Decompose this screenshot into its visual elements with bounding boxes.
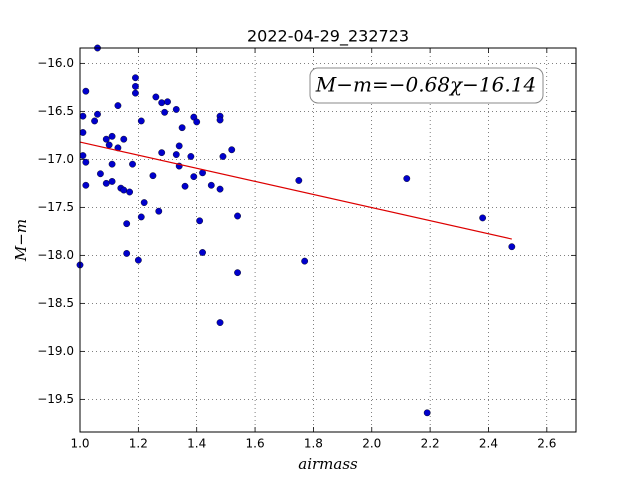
- x-tick-label: 2.2: [421, 437, 440, 451]
- scatter-point: [123, 250, 131, 257]
- scatter-point: [190, 173, 198, 181]
- scatter-point: [120, 186, 128, 194]
- scatter-point: [132, 74, 139, 82]
- x-tick-label: 1.6: [246, 437, 265, 451]
- scatter-point: [132, 89, 139, 97]
- scatter-point: [140, 199, 148, 206]
- axes-frame: [79, 47, 577, 433]
- scatter-point: [172, 106, 180, 113]
- scatter-point: [295, 177, 303, 184]
- scatter-point: [137, 117, 145, 125]
- y-tick-label: −16.0: [37, 56, 74, 70]
- scatter-point: [102, 135, 110, 143]
- scatter-point: [102, 179, 110, 187]
- scatter-point: [126, 188, 134, 196]
- scatter-point: [175, 142, 183, 150]
- scatter-point: [234, 269, 241, 277]
- scatter-point: [97, 170, 104, 178]
- scatter-point: [196, 217, 204, 225]
- scatter-point: [79, 129, 87, 136]
- scatter-point: [94, 110, 101, 118]
- scatter-point: [403, 175, 411, 182]
- scatter-point: [193, 118, 201, 126]
- scatter-point: [155, 207, 163, 215]
- scatter-point: [123, 220, 131, 228]
- scatter-point: [108, 160, 116, 168]
- scatter-point: [508, 243, 516, 251]
- scatter-point: [178, 124, 186, 132]
- y-tick-label: −17.5: [37, 200, 74, 214]
- scatter-point: [207, 181, 215, 189]
- x-tick-label: 1.0: [70, 437, 89, 451]
- scatter-point: [79, 112, 87, 120]
- scatter-point: [228, 146, 236, 154]
- scatter-point: [79, 152, 87, 159]
- scatter-point: [219, 153, 227, 160]
- scatter-point: [129, 160, 136, 168]
- y-tick-label: −16.5: [37, 104, 74, 118]
- y-tick-label: −17.0: [37, 152, 74, 166]
- x-tick-label: 2.4: [479, 437, 498, 451]
- scatter-point: [234, 212, 241, 220]
- scatter-point: [161, 108, 169, 116]
- scatter-point: [82, 158, 90, 166]
- x-tick-label: 1.4: [187, 437, 206, 451]
- x-tick-label: 1.8: [304, 437, 323, 451]
- scatter-point: [91, 117, 98, 125]
- scatter-point: [216, 319, 224, 326]
- y-tick-label: −18.0: [37, 248, 74, 262]
- scatter-point: [181, 182, 189, 190]
- y-axis-label: M−m: [12, 219, 30, 262]
- scatter-point: [137, 213, 145, 221]
- scatter-point: [158, 149, 166, 157]
- scatter-point: [108, 178, 116, 185]
- scatter-point: [149, 172, 157, 180]
- annotation: M−m=−0.68χ−16.14: [315, 73, 536, 97]
- x-tick-label: 1.2: [129, 437, 148, 451]
- scatter-point: [105, 141, 113, 149]
- scatter-point: [108, 132, 116, 140]
- scatter-point: [423, 409, 431, 417]
- scatter-point: [114, 102, 122, 110]
- x-tick-label: 2.6: [537, 437, 556, 451]
- scatter-point: [301, 257, 309, 265]
- plot-area: 1.0 1.2 1.4 1.6 1.8 2.0 2.2 2.4 2.6 −16.0 −16.5 −17…: [37, 44, 576, 451]
- scatter-point: [199, 249, 206, 256]
- scatter-point: [120, 135, 128, 143]
- scatter-point: [479, 214, 487, 222]
- x-axis-label: airmass: [298, 455, 358, 473]
- scatter-point: [216, 116, 224, 124]
- scatter-point: [172, 151, 180, 158]
- scatter-point: [82, 181, 90, 189]
- scatter-point: [216, 185, 224, 193]
- scatter-point: [158, 99, 166, 107]
- y-tick-label: −18.5: [37, 296, 74, 310]
- scatter-point: [82, 87, 90, 95]
- scatter-point: [132, 83, 139, 90]
- scatter-point: [134, 256, 142, 264]
- scatter-point: [164, 98, 171, 106]
- scatter-point: [152, 93, 160, 101]
- chart-title: 2022-04-29_232723: [247, 27, 409, 47]
- scatter-point: [187, 153, 195, 160]
- fit-line: [79, 141, 512, 240]
- annotation-box: [309, 67, 544, 104]
- y-tick-label: −19.0: [37, 344, 74, 358]
- x-tick-label: 2.0: [362, 437, 381, 451]
- y-tick-label: −19.5: [37, 392, 74, 406]
